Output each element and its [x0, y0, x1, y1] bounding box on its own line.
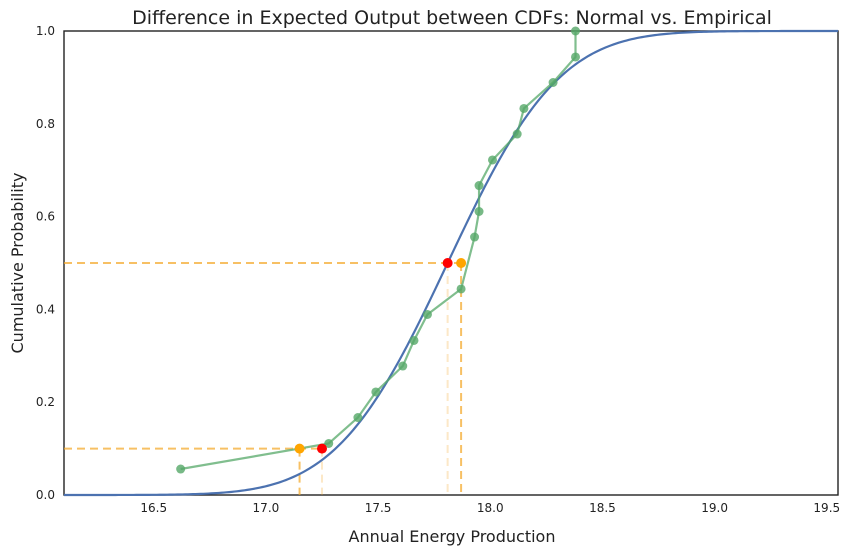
y-tick-label: 0.6	[36, 210, 55, 224]
normal-quantile-point	[442, 258, 453, 268]
empirical-point	[512, 129, 522, 139]
empirical-point	[474, 206, 484, 216]
x-tick-label: 17.0	[253, 501, 280, 515]
empirical-quantile-point	[294, 443, 305, 454]
empirical-point	[456, 284, 466, 294]
empirical-point	[176, 464, 186, 474]
y-tick-label: 0.4	[36, 302, 55, 316]
chart-title: Difference in Expected Output between CD…	[132, 7, 772, 29]
x-tick-label: 16.5	[140, 501, 167, 515]
y-tick-label: 0.8	[36, 117, 55, 131]
empirical-point	[324, 438, 334, 448]
y-tick-label: 0.2	[36, 395, 55, 409]
empirical-point	[519, 103, 529, 113]
x-tick-label: 18.0	[477, 501, 504, 515]
plot-area: 16.5 17.0 17.5 18.0 18.5 19.0 19.5 0.0 0.2 0.4 0.6…	[36, 24, 840, 515]
empirical-point	[371, 387, 381, 397]
x-tick-label: 18.5	[589, 501, 616, 515]
empirical-point	[353, 413, 363, 423]
empirical-point	[474, 181, 484, 191]
empirical-point	[571, 26, 581, 36]
y-axis-label: Cumulative Probability	[8, 173, 27, 354]
normal-quantile-point	[317, 443, 327, 454]
y-tick-label: 1.0	[36, 24, 55, 38]
empirical-quantile-point	[456, 258, 467, 268]
x-tick-label: 17.5	[365, 501, 392, 515]
y-tick-label: 0.0	[36, 488, 55, 502]
empirical-point	[409, 335, 419, 345]
empirical-point	[422, 310, 432, 320]
x-tick-label: 19.0	[701, 501, 728, 515]
empirical-point	[470, 232, 480, 242]
empirical-point	[548, 78, 558, 88]
empirical-point	[571, 52, 581, 62]
x-axis-label: Annual Energy Production	[349, 527, 556, 546]
empirical-point	[398, 361, 408, 371]
empirical-point	[488, 155, 498, 165]
normal-cdf-line	[64, 29, 838, 497]
x-tick-label: 19.5	[813, 501, 840, 515]
empirical-cdf-line	[180, 31, 577, 471]
